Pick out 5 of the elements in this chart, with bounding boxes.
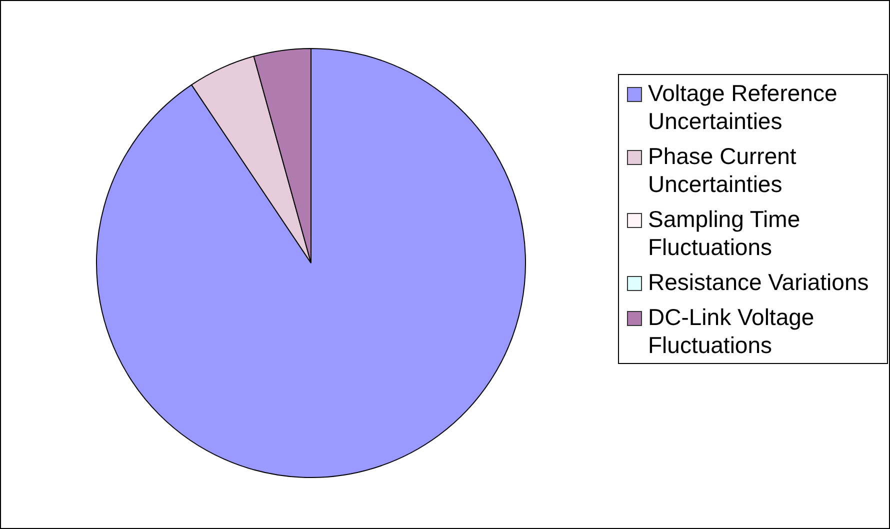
legend-label: Sampling Time Fluctuations bbox=[648, 205, 802, 261]
legend-label: Phase Current Uncertainties bbox=[648, 142, 798, 198]
legend-label: DC-Link Voltage Fluctuations bbox=[648, 303, 816, 359]
legend-label: Resistance Variations bbox=[648, 268, 869, 296]
legend-label: Voltage Reference Uncertainties bbox=[648, 79, 838, 135]
